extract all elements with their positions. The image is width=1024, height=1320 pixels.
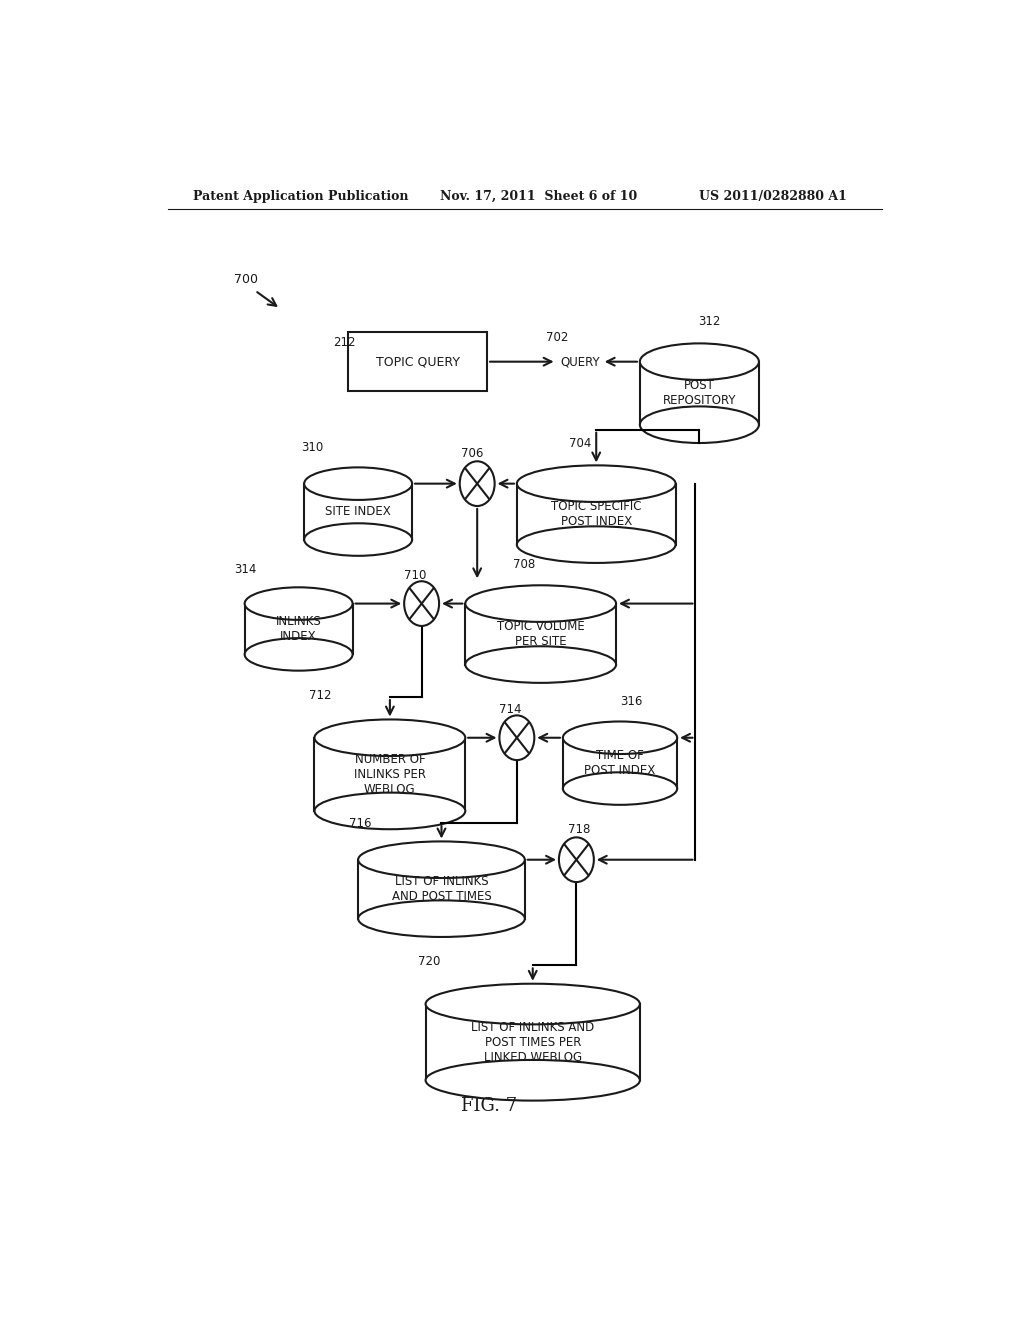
Text: 720: 720 (419, 956, 441, 969)
Text: TOPIC VOLUME
PER SITE: TOPIC VOLUME PER SITE (497, 620, 585, 648)
Ellipse shape (563, 722, 677, 754)
Ellipse shape (517, 466, 676, 502)
Text: 212: 212 (333, 337, 355, 350)
Text: QUERY: QUERY (560, 355, 600, 368)
Bar (426, 1005, 640, 1080)
Ellipse shape (640, 343, 759, 380)
Text: NUMBER OF
INLINKS PER
WEBLOG: NUMBER OF INLINKS PER WEBLOG (354, 752, 426, 796)
Text: LIST OF INLINKS AND
POST TIMES PER
LINKED WEBLOG: LIST OF INLINKS AND POST TIMES PER LINKE… (471, 1020, 594, 1064)
Text: 710: 710 (404, 569, 427, 582)
Ellipse shape (245, 638, 352, 671)
Text: 700: 700 (233, 273, 258, 286)
Text: 314: 314 (234, 564, 257, 576)
Text: Nov. 17, 2011  Sheet 6 of 10: Nov. 17, 2011 Sheet 6 of 10 (440, 190, 637, 202)
Ellipse shape (517, 527, 676, 562)
Ellipse shape (465, 647, 616, 682)
Circle shape (559, 837, 594, 882)
Text: 716: 716 (348, 817, 371, 830)
Circle shape (460, 461, 495, 506)
Bar (563, 738, 677, 788)
Ellipse shape (245, 587, 352, 620)
Text: TIME OF
POST INDEX: TIME OF POST INDEX (585, 750, 655, 777)
Text: INLINKS
INDEX: INLINKS INDEX (275, 615, 322, 643)
Ellipse shape (358, 900, 525, 937)
Text: POST
REPOSITORY: POST REPOSITORY (663, 379, 736, 407)
Circle shape (500, 715, 535, 760)
Ellipse shape (426, 1060, 640, 1101)
Text: 312: 312 (697, 315, 720, 329)
Bar (304, 483, 412, 540)
Text: 704: 704 (569, 437, 592, 450)
Text: 706: 706 (461, 447, 483, 461)
Text: 708: 708 (513, 558, 536, 572)
Ellipse shape (314, 792, 465, 829)
Text: US 2011/0282880 A1: US 2011/0282880 A1 (699, 190, 847, 202)
Ellipse shape (563, 772, 677, 805)
Text: SITE INDEX: SITE INDEX (326, 506, 391, 517)
Bar (465, 603, 616, 664)
Bar (640, 362, 759, 425)
Bar (314, 738, 465, 810)
Text: 702: 702 (546, 331, 568, 345)
Text: LIST OF INLINKS
AND POST TIMES: LIST OF INLINKS AND POST TIMES (391, 875, 492, 903)
Ellipse shape (358, 841, 525, 878)
Ellipse shape (304, 523, 412, 556)
Bar (245, 603, 352, 655)
Ellipse shape (465, 585, 616, 622)
Ellipse shape (640, 407, 759, 444)
Bar (358, 859, 524, 919)
Bar (348, 333, 487, 391)
Ellipse shape (426, 983, 640, 1024)
Text: FIG. 7: FIG. 7 (461, 1097, 517, 1114)
Text: 712: 712 (309, 689, 332, 702)
Bar (517, 483, 676, 545)
Ellipse shape (304, 467, 412, 500)
Text: TOPIC QUERY: TOPIC QUERY (376, 355, 460, 368)
Text: 714: 714 (500, 704, 522, 717)
Ellipse shape (314, 719, 465, 756)
Text: Patent Application Publication: Patent Application Publication (194, 190, 409, 202)
Text: 316: 316 (620, 696, 642, 709)
Text: TOPIC SPECIFIC
POST INDEX: TOPIC SPECIFIC POST INDEX (551, 500, 641, 528)
Text: 310: 310 (301, 441, 324, 454)
Text: 718: 718 (567, 824, 590, 837)
Circle shape (404, 581, 439, 626)
